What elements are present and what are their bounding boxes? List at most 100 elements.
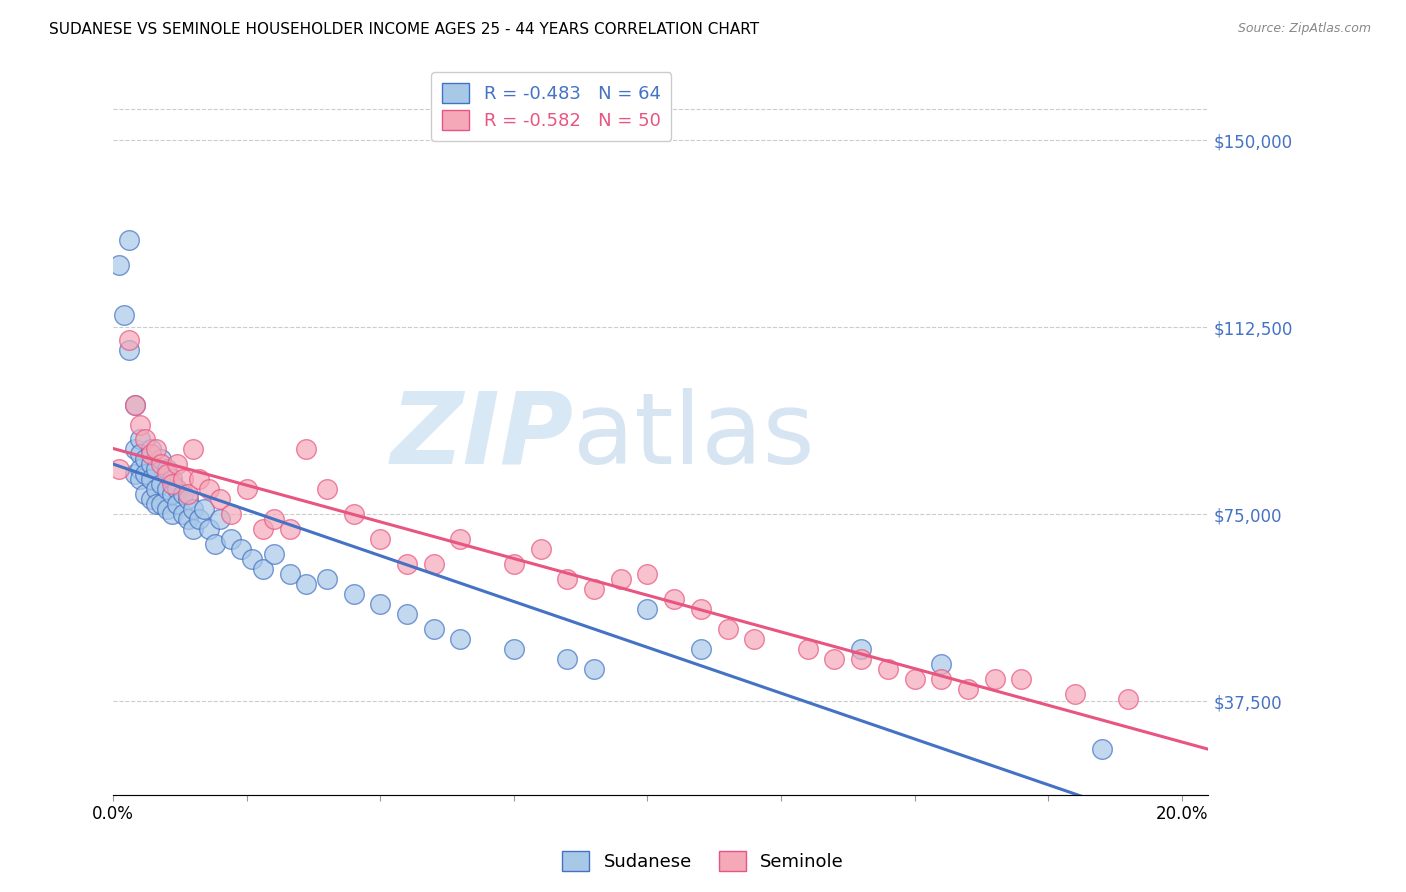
Point — [252, 522, 274, 536]
Point — [219, 533, 242, 547]
Point — [689, 642, 711, 657]
Point — [124, 467, 146, 482]
Point — [156, 483, 179, 497]
Point — [263, 547, 285, 561]
Point — [139, 458, 162, 472]
Point — [582, 662, 605, 676]
Point — [156, 502, 179, 516]
Point — [294, 442, 316, 457]
Point — [134, 433, 156, 447]
Point — [124, 398, 146, 412]
Point — [160, 472, 183, 486]
Point — [316, 572, 339, 586]
Point — [172, 487, 194, 501]
Point — [145, 462, 167, 476]
Legend: R = -0.483   N = 64, R = -0.582   N = 50: R = -0.483 N = 64, R = -0.582 N = 50 — [432, 72, 672, 141]
Point — [187, 472, 209, 486]
Point — [112, 308, 135, 322]
Point — [742, 632, 765, 646]
Point — [263, 512, 285, 526]
Point — [929, 672, 952, 686]
Point — [150, 497, 173, 511]
Point — [240, 552, 263, 566]
Point — [172, 472, 194, 486]
Point — [156, 462, 179, 476]
Legend: Sudanese, Seminole: Sudanese, Seminole — [555, 844, 851, 879]
Point — [278, 567, 301, 582]
Point — [343, 587, 366, 601]
Point — [118, 333, 141, 347]
Point — [503, 642, 526, 657]
Point — [662, 592, 685, 607]
Point — [150, 477, 173, 491]
Point — [278, 522, 301, 536]
Point — [139, 447, 162, 461]
Point — [160, 508, 183, 522]
Point — [139, 492, 162, 507]
Text: atlas: atlas — [574, 388, 815, 485]
Point — [370, 597, 392, 611]
Point — [187, 512, 209, 526]
Point — [530, 542, 553, 557]
Point — [956, 681, 979, 696]
Text: ZIP: ZIP — [391, 388, 574, 485]
Point — [166, 458, 188, 472]
Point — [107, 462, 129, 476]
Point — [145, 442, 167, 457]
Point — [609, 572, 631, 586]
Point — [118, 343, 141, 357]
Point — [294, 577, 316, 591]
Point — [145, 497, 167, 511]
Point — [177, 487, 200, 501]
Point — [139, 472, 162, 486]
Point — [145, 483, 167, 497]
Point — [166, 483, 188, 497]
Point — [198, 522, 221, 536]
Point — [134, 467, 156, 482]
Point — [219, 508, 242, 522]
Point — [160, 477, 183, 491]
Point — [636, 567, 658, 582]
Point — [396, 607, 419, 622]
Point — [929, 657, 952, 671]
Point — [129, 462, 152, 476]
Text: Source: ZipAtlas.com: Source: ZipAtlas.com — [1237, 22, 1371, 36]
Point — [343, 508, 366, 522]
Point — [118, 233, 141, 247]
Point — [209, 512, 232, 526]
Point — [124, 398, 146, 412]
Point — [193, 502, 215, 516]
Point — [316, 483, 339, 497]
Point — [183, 442, 205, 457]
Point — [231, 542, 253, 557]
Point — [396, 558, 419, 572]
Point — [156, 467, 179, 482]
Point — [129, 472, 152, 486]
Point — [450, 632, 472, 646]
Point — [370, 533, 392, 547]
Point — [983, 672, 1005, 686]
Point — [252, 562, 274, 576]
Point — [876, 662, 898, 676]
Point — [204, 537, 226, 551]
Point — [177, 492, 200, 507]
Point — [903, 672, 925, 686]
Point — [716, 622, 738, 636]
Point — [1116, 692, 1139, 706]
Point — [183, 522, 205, 536]
Point — [636, 602, 658, 616]
Point — [160, 487, 183, 501]
Point — [236, 483, 259, 497]
Text: SUDANESE VS SEMINOLE HOUSEHOLDER INCOME AGES 25 - 44 YEARS CORRELATION CHART: SUDANESE VS SEMINOLE HOUSEHOLDER INCOME … — [49, 22, 759, 37]
Point — [1090, 742, 1112, 756]
Point — [423, 558, 446, 572]
Point — [172, 508, 194, 522]
Point — [134, 452, 156, 467]
Point — [1063, 687, 1085, 701]
Point — [1010, 672, 1032, 686]
Point — [129, 447, 152, 461]
Point — [150, 452, 173, 467]
Point — [582, 582, 605, 597]
Point — [796, 642, 818, 657]
Point — [557, 572, 579, 586]
